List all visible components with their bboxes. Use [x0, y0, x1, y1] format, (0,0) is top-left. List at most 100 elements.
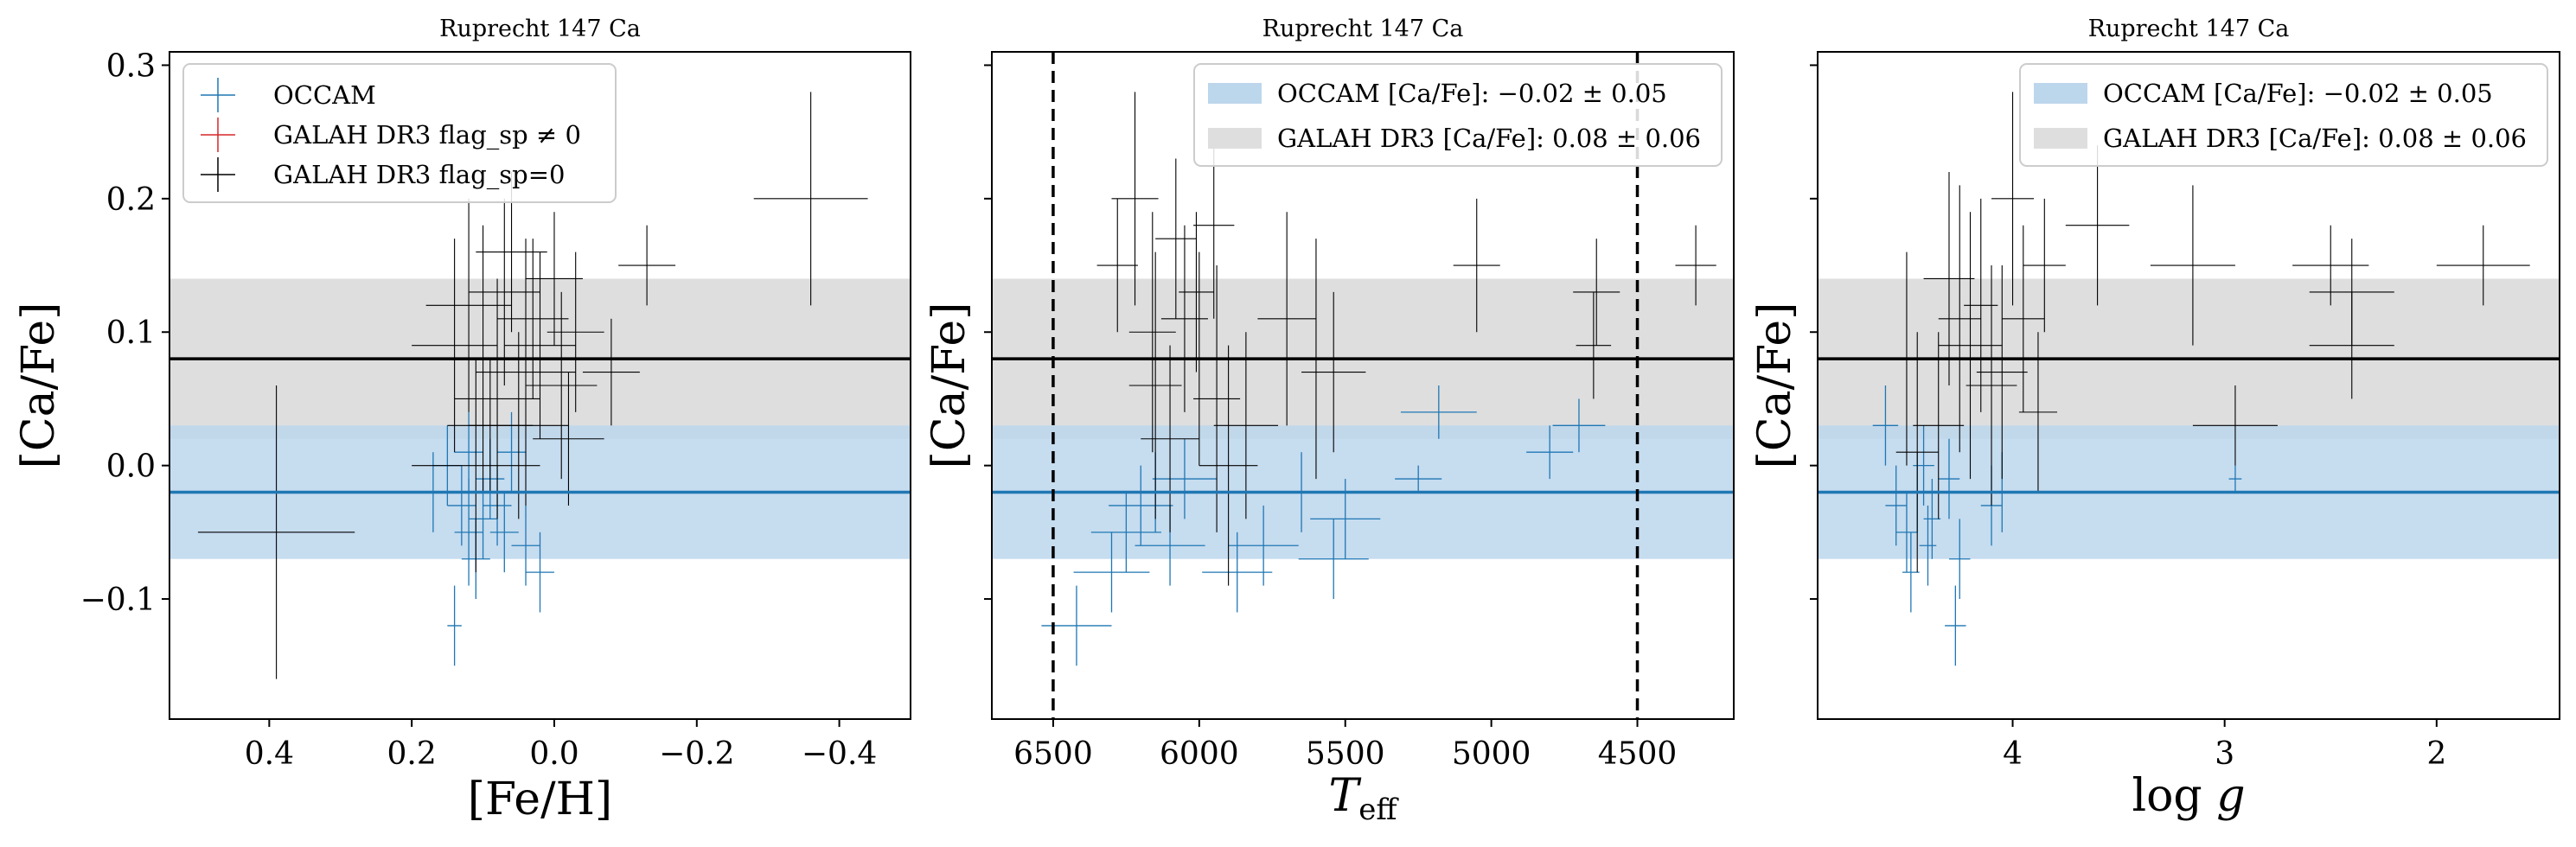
- occam-point: [1395, 465, 1442, 493]
- legend-label: GALAH DR3 [Ca/Fe]: 0.08 ± 0.06: [2103, 124, 2527, 153]
- x-axis-label: [Fe/H]: [468, 774, 612, 825]
- occam-point: [1073, 532, 1150, 613]
- legend-label: GALAH DR3 [Ca/Fe]: 0.08 ± 0.06: [1277, 124, 1701, 153]
- legend-box: [1193, 63, 1723, 167]
- galah-series: [197, 92, 868, 679]
- occam-point: [1895, 492, 1918, 573]
- axes-frame: [1817, 51, 2560, 720]
- galah-point: [1991, 92, 2035, 306]
- panel-title: Ruprecht 147 Ca: [2088, 16, 2290, 42]
- galah-point: [1141, 345, 1199, 532]
- legend-box: [2019, 63, 2548, 167]
- galah-point: [2436, 225, 2530, 306]
- galah-point: [1111, 92, 1159, 306]
- axes-frame: [169, 51, 911, 720]
- galah-point: [447, 359, 534, 493]
- galah-point: [412, 359, 540, 573]
- galah-point: [618, 225, 676, 306]
- galah-point: [1923, 171, 1975, 385]
- legend-marker: [201, 157, 235, 192]
- occam-point: [2228, 465, 2242, 493]
- occam-point: [489, 492, 519, 573]
- legend-marker: [201, 78, 235, 112]
- occam-point: [1872, 385, 1899, 466]
- occam-point: [1945, 585, 1966, 666]
- occam-point: [1298, 519, 1369, 600]
- galah-point: [1096, 198, 1138, 333]
- x-tick-label: 2: [2426, 736, 2446, 772]
- legend-swatch: [2034, 128, 2087, 149]
- legend-label: GALAH DR3 flag_sp=0: [273, 160, 565, 190]
- y-tick-label: 0.2: [106, 182, 156, 218]
- galah-point: [2150, 185, 2235, 346]
- galah-point: [1213, 332, 1279, 519]
- legend-swatch: [1208, 83, 1262, 104]
- panel-feh: −0.1 0.0 0.1 0.2 0.3 0.4 0.2 0.0 −0.2 −0.4 Ruprech…: [13, 16, 911, 825]
- panel-title: Ruprecht 147 Ca: [1262, 16, 1464, 42]
- galah-point: [2065, 145, 2130, 306]
- occam-point: [1109, 465, 1173, 546]
- occam-point: [1152, 438, 1218, 519]
- galah-point: [1128, 252, 1182, 519]
- y-tick-label: 0.1: [106, 315, 156, 351]
- plot-area: [1818, 92, 2560, 666]
- x-axis-label-log: log: [2132, 770, 2216, 822]
- galah-point: [197, 385, 355, 679]
- x-tick-label: 0.4: [245, 736, 294, 772]
- legend-label: GALAH DR3 flag_sp ≠ 0: [273, 120, 581, 150]
- x-tick-label: 0.0: [529, 736, 578, 772]
- y-tick-label: 0.3: [106, 48, 156, 84]
- x-tick-label: 0.2: [387, 736, 437, 772]
- galah-point: [547, 252, 604, 412]
- galah-point: [1453, 198, 1500, 333]
- galah-point: [2023, 198, 2066, 333]
- y-tick-label: −0.1: [80, 583, 156, 618]
- y-axis-label: [Ca/Fe]: [924, 302, 975, 469]
- plot-area: [992, 52, 1734, 719]
- panel-title: Ruprecht 147 Ca: [439, 16, 641, 42]
- galah-point: [2192, 385, 2278, 466]
- legend-marker: [201, 118, 235, 152]
- x-tick-label: 5500: [1306, 736, 1385, 772]
- occam-point: [447, 585, 462, 666]
- occam-point: [1400, 385, 1477, 439]
- occam-point: [454, 479, 483, 586]
- galah-point: [753, 92, 868, 306]
- x-tick-label: 3: [2215, 736, 2234, 772]
- galah-point: [1193, 265, 1241, 532]
- occam-point: [1526, 425, 1574, 480]
- galah-point: [1573, 239, 1620, 346]
- galah-point: [2002, 225, 2045, 412]
- galah-point: [1155, 158, 1197, 319]
- galah-point: [504, 252, 576, 439]
- occam-point: [1552, 398, 1606, 453]
- x-axis-label: Teff: [1329, 770, 1400, 827]
- y-tick-label: 0.0: [106, 449, 156, 485]
- galah-point: [1257, 212, 1316, 426]
- galah-point: [1199, 345, 1258, 586]
- galah-point: [1675, 225, 1716, 306]
- galah-point: [1938, 185, 1981, 453]
- galah-point: [533, 372, 604, 506]
- galah-point: [1895, 332, 1939, 573]
- x-tick-label: 6000: [1160, 736, 1239, 772]
- galah-point: [412, 239, 498, 453]
- axes-frame: [991, 51, 1735, 720]
- galah-point: [582, 318, 640, 426]
- x-tick-label: 4: [2003, 736, 2023, 772]
- galah-point: [476, 239, 576, 506]
- legend-label: OCCAM [Ca/Fe]: −0.02 ± 0.05: [1277, 79, 1667, 108]
- panel-teff: 6500 6000 5500 5000 4500 Ruprecht 147 Ca Teff […: [924, 16, 1735, 827]
- x-tick-label: 4500: [1598, 736, 1678, 772]
- legend-swatch: [1208, 128, 1262, 149]
- x-tick-label: −0.4: [802, 736, 877, 772]
- galah-point: [526, 291, 598, 480]
- galah-series: [1096, 92, 1716, 586]
- y-axis-label: [Ca/Fe]: [1749, 302, 1801, 469]
- legend-label: OCCAM: [273, 80, 376, 110]
- x-axis-label: log g: [2132, 770, 2245, 822]
- galah-point: [1976, 265, 2028, 480]
- galah-point: [2309, 291, 2394, 399]
- x-axis-label-subscript: eff: [1358, 793, 1399, 827]
